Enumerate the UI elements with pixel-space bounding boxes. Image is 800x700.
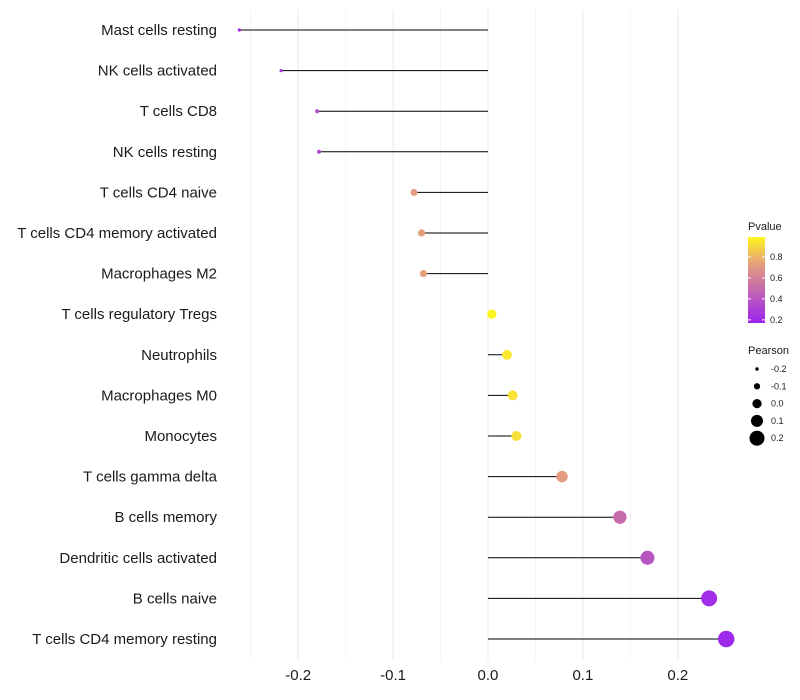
category-label: T cells CD4 memory activated — [17, 225, 217, 242]
points — [237, 28, 735, 648]
pearson-key-label: 0.1 — [771, 416, 784, 426]
category-label: Monocytes — [144, 428, 217, 445]
x-tick-label: -0.1 — [380, 667, 406, 684]
pearson-key-label: 0.0 — [771, 399, 784, 409]
pvalue-legend: Pvalue 0.8 0.6 0.4 0.2 — [748, 221, 783, 325]
lollipop-point — [556, 470, 568, 483]
category-label: T cells regulatory Tregs — [61, 306, 217, 323]
lollipop-point — [502, 349, 512, 360]
category-label: T cells gamma delta — [83, 469, 218, 486]
pearson-key-label: -0.1 — [771, 381, 787, 391]
lollipop-point — [487, 309, 497, 319]
lollipop-point — [640, 550, 655, 565]
x-tick-label: 0.1 — [572, 667, 593, 684]
category-label: Neutrophils — [141, 347, 217, 364]
pearson-key-dot — [753, 383, 761, 390]
pearson-key-dot — [752, 399, 762, 409]
category-label: Macrophages M2 — [101, 266, 217, 283]
x-axis-ticks: -0.2 -0.1 0.0 0.1 0.2 — [285, 667, 688, 684]
lollipop-point — [507, 390, 518, 401]
pvalue-legend-ticks: 0.8 0.6 0.4 0.2 — [748, 252, 783, 325]
pearson-key-label: -0.2 — [771, 364, 787, 374]
pvalue-tick-label: 0.2 — [770, 315, 783, 325]
lollipop-point — [613, 510, 627, 524]
category-label: Mast cells resting — [101, 22, 217, 39]
pearson-key-dot — [750, 414, 764, 427]
lollipop-point — [419, 269, 428, 278]
pvalue-tick-label: 0.6 — [770, 273, 783, 283]
category-label: T cells CD4 naive — [100, 184, 217, 201]
pearson-legend-title: Pearson — [748, 345, 789, 357]
category-label: T cells CD8 — [140, 103, 217, 120]
category-label: B cells naive — [133, 590, 217, 607]
category-labels: Mast cells resting NK cells activated T ce… — [17, 22, 217, 648]
stems — [239, 29, 727, 640]
gridlines — [250, 10, 679, 660]
category-label: NK cells resting — [113, 144, 217, 161]
category-label: Dendritic cells activated — [59, 550, 217, 567]
lollipop-point — [717, 630, 735, 648]
category-label: NK cells activated — [98, 63, 217, 80]
pearson-key-dot — [749, 430, 765, 446]
lollipop-point — [315, 109, 320, 114]
lollipop-point — [317, 149, 322, 154]
category-label: B cells memory — [114, 509, 217, 526]
pvalue-tick-label: 0.8 — [770, 252, 783, 262]
lollipop-point — [237, 28, 241, 32]
pvalue-tick-label: 0.4 — [770, 294, 783, 304]
lollipop-point — [511, 430, 522, 442]
x-tick-label: 0.2 — [667, 667, 688, 684]
pearson-key-dot — [755, 367, 759, 371]
pearson-legend: Pearson -0.2 -0.1 0.0 0.1 0.2 — [748, 345, 789, 446]
pearson-legend-keys: -0.2 -0.1 0.0 0.1 0.2 — [749, 364, 787, 446]
lollipop-point — [701, 590, 718, 607]
lollipop-point — [410, 188, 418, 196]
lollipop-point — [417, 229, 426, 237]
pvalue-legend-title: Pvalue — [748, 221, 782, 233]
x-tick-label: -0.2 — [285, 667, 311, 684]
category-label: T cells CD4 memory resting — [32, 631, 217, 648]
pvalue-colorbar — [748, 237, 765, 323]
x-tick-label: 0.0 — [478, 667, 499, 684]
lollipop-point — [279, 69, 283, 73]
category-label: Macrophages M0 — [101, 387, 217, 404]
pearson-key-label: 0.2 — [771, 433, 784, 443]
